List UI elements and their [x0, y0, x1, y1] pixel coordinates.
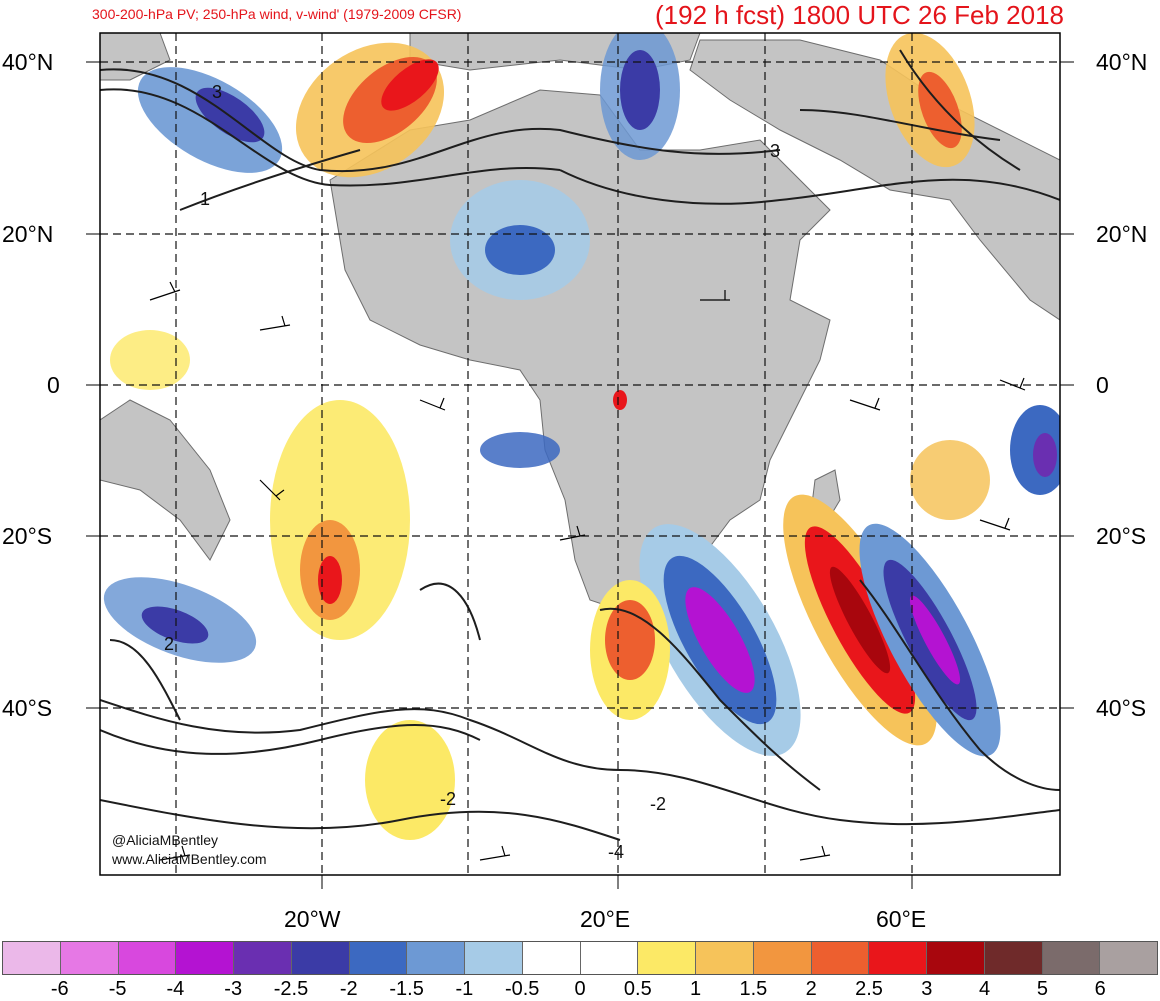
contour-label: 3: [770, 141, 780, 161]
pv-colorbar: [2, 941, 1158, 975]
colorbar-cell: [1042, 942, 1101, 974]
colorbar-label: 2: [805, 978, 817, 1000]
colorbar-label: 0: [574, 978, 586, 1000]
colorbar-label: -4: [166, 978, 185, 1000]
colorbar-cell: [234, 942, 292, 974]
colorbar-label: -1: [455, 978, 474, 1000]
map-frame: [99, 32, 1061, 876]
colorbar-cell: [118, 942, 177, 974]
colorbar-cell: [522, 942, 581, 974]
colorbar-cell: [984, 942, 1043, 974]
lat-label-40n-right: 40°N: [1096, 49, 1148, 75]
height-contours: [100, 49, 1060, 841]
colorbar-cell: [1100, 942, 1157, 974]
lat-label-0: 0: [47, 372, 60, 398]
colorbar-label: 0.5: [623, 978, 652, 1000]
lat-label-20s: 20°S: [2, 523, 53, 549]
lat-label-40s: 40°S: [2, 695, 53, 721]
colorbar-cell: [580, 942, 639, 974]
credit-handle: @AliciaMBentley: [112, 832, 219, 848]
colorbar-cell: [869, 942, 927, 974]
lat-label-40n: 40°N: [2, 49, 54, 75]
credit-website: www.AliciaMBentley.com: [112, 851, 267, 867]
colorbar-label: -1.5: [389, 978, 424, 1000]
colorbar-cell: [753, 942, 812, 974]
colorbar-label: 2.5: [855, 978, 883, 1000]
colorbar-cell: [465, 942, 523, 974]
colorbar-cell: [811, 942, 870, 974]
colorbar-label: 3: [921, 978, 933, 1000]
colorbar-cell: [349, 942, 408, 974]
forecast-title: (192 h fcst) 1800 UTC 26 Feb 2018: [654, 0, 1064, 30]
contour-label: 3: [212, 82, 222, 102]
colorbar-label: -3: [224, 978, 243, 1000]
colorbar-label: -6: [50, 978, 69, 1000]
map-subtitle: 300-200-hPa PV; 250-hPa wind, v-wind' (1…: [92, 6, 462, 22]
pv-shading: [103, 33, 1060, 840]
lat-label-40s-right: 40°S: [1096, 695, 1147, 721]
lon-label-20w: 20°W: [284, 906, 341, 932]
colorbar-cell: [927, 942, 985, 974]
colorbar-label: -5: [108, 978, 127, 1000]
lon-label-60e: 60°E: [876, 906, 927, 932]
lat-label-20s-right: 20°S: [1096, 523, 1147, 549]
colorbar-label: 1.5: [739, 978, 768, 1000]
lon-label-20e: 20°E: [580, 906, 631, 932]
colorbar-label: 6: [1094, 978, 1106, 1000]
contour-labels: 3 1 3 2 -2 -2 -4: [164, 82, 780, 862]
contour-label: 1: [200, 189, 210, 209]
colorbar-cell: [291, 942, 350, 974]
axis-ticks: [86, 61, 1074, 889]
lat-lon-grid: [100, 33, 1060, 875]
colorbar-label: -2.5: [273, 978, 309, 1000]
colorbar-label: 5: [1036, 978, 1048, 1000]
contour-label: -2: [440, 789, 456, 809]
contour-label: 2: [164, 634, 174, 654]
colorbar-label: -2: [339, 978, 358, 1000]
colorbar-label: 4: [979, 978, 991, 1000]
colorbar-cell: [407, 942, 465, 974]
wind-barbs: [149, 281, 1026, 861]
contour-label: -4: [608, 842, 624, 862]
colorbar-cell: [176, 942, 234, 974]
colorbar-label: -0.5: [504, 978, 540, 1000]
colorbar-cell: [3, 942, 61, 974]
lat-label-20n-right: 20°N: [1096, 221, 1148, 247]
colorbar-cell: [696, 942, 754, 974]
lat-label-20n: 20°N: [2, 221, 54, 247]
colorbar-cell: [638, 942, 696, 974]
contour-label: -2: [650, 794, 666, 814]
lat-label-0-right: 0: [1096, 372, 1109, 398]
colorbar-cell: [60, 942, 119, 974]
colorbar-label: 1: [690, 978, 702, 1000]
